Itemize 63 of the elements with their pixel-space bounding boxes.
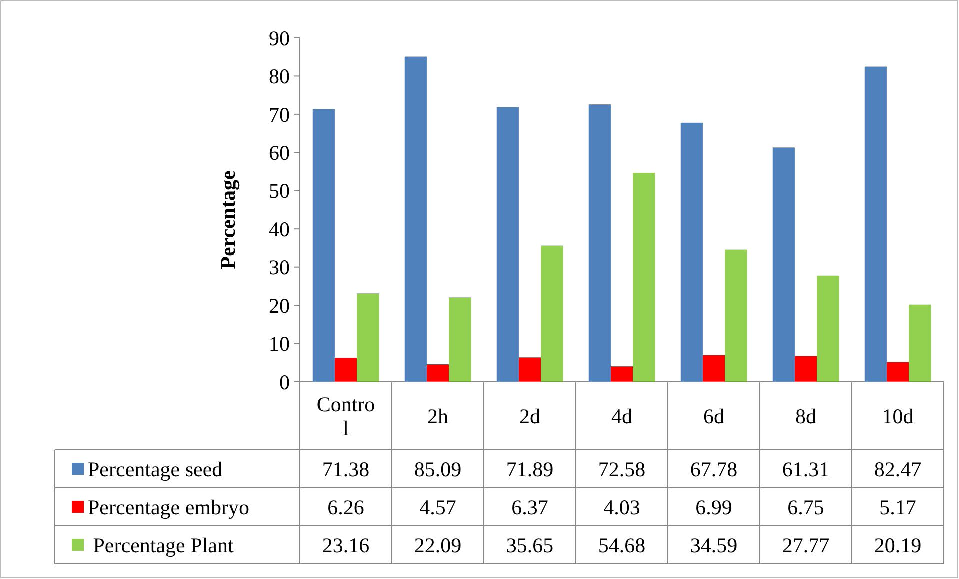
bar [588,104,611,382]
y-tick-label: 0 [280,370,290,394]
data-label: 35.65 [506,533,554,558]
data-label: 71.89 [506,457,554,482]
legend-label: Percentage embryo [88,495,250,520]
data-label: 82.47 [874,457,922,482]
legend-label: Percentage seed [88,457,224,482]
x-tick-label: 4d [612,404,633,428]
data-label: 4.03 [604,495,640,520]
data-label: 5.17 [880,495,916,520]
data-label: 6.99 [696,495,732,520]
bar [817,276,840,382]
y-tick-label: 60 [269,141,290,166]
x-tick-label: 8d [796,404,817,428]
bar [426,364,450,382]
data-label: 54.68 [598,533,646,558]
data-label: 6.75 [788,495,824,520]
bar [404,56,427,382]
bar [496,107,519,382]
data-label: 72.58 [598,457,646,482]
bar [610,366,634,382]
y-tick-label: 40 [269,217,290,242]
data-label: 6.37 [512,495,548,520]
y-tick-label: 30 [269,256,290,280]
x-tick-label: Control [316,392,376,440]
data-label: 4.57 [420,495,456,520]
x-tick-label: 2h [428,404,449,428]
x-tick-label: 2d [520,404,541,428]
x-tick-label: 10d [882,404,914,428]
bar [541,246,564,382]
bar [772,148,795,382]
data-label: 22.09 [414,533,462,558]
bar [725,250,748,382]
data-label: 71.38 [322,457,370,482]
y-tick-label: 50 [269,179,290,204]
y-axis-title: Percentage [216,170,240,270]
data-label: 85.09 [414,457,462,482]
bar [864,66,887,382]
legend-label: Percentage Plant [88,533,234,558]
bar [680,122,703,382]
y-tick-label: 10 [269,332,290,356]
bar [312,109,335,382]
x-tick-label: 6d [704,404,725,428]
data-label: 27.77 [782,533,830,558]
bar [794,356,818,382]
bar [357,293,380,382]
bar [702,355,726,382]
y-tick-label: 80 [269,64,290,89]
y-tick-label: 70 [269,102,290,127]
bar [633,173,656,382]
bar [449,298,472,382]
bar [518,358,542,382]
data-label: 61.31 [782,457,830,482]
data-label: 23.16 [322,533,370,558]
y-tick-label: 20 [269,294,290,318]
y-tick-label: 90 [269,26,290,50]
data-label: 67.78 [690,457,738,482]
data-label: 6.26 [328,495,364,520]
bar [909,304,932,382]
data-label: 34.59 [690,533,738,558]
data-label: 20.19 [874,533,922,558]
bar [334,358,358,382]
bar [886,362,910,382]
